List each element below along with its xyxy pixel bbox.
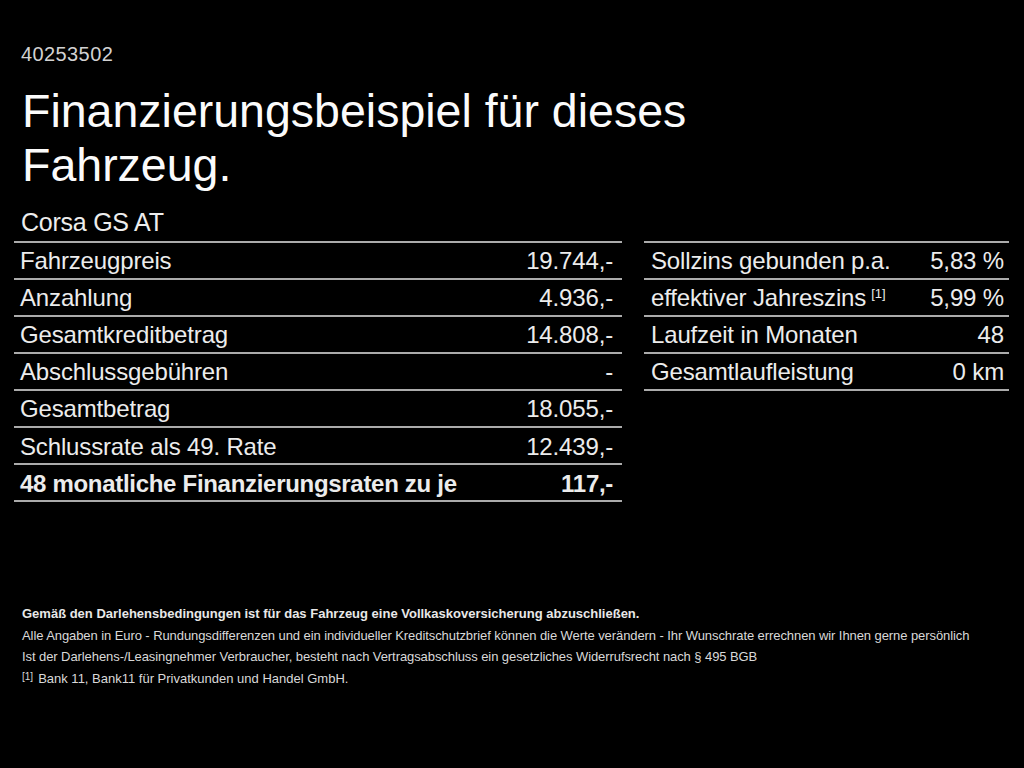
row-value: 5,99 % — [930, 284, 1009, 312]
table-row: Gesamtbetrag 18.055,- — [14, 389, 622, 426]
row-value: 117,- — [561, 470, 622, 498]
footer: Gemäß den Darlehensbedingungen ist für d… — [22, 603, 1017, 691]
row-value: 5,83 % — [930, 247, 1009, 275]
row-label: Anzahlung — [14, 284, 132, 312]
table-row: Laufzeit in Monaten 48 — [644, 315, 1009, 352]
footer-line2: Ist der Darlehens-/Leasingnehmer Verbrau… — [22, 646, 1017, 668]
row-label: Gesamtkreditbetrag — [14, 321, 228, 349]
page-title-line2: Fahrzeug. — [22, 138, 686, 192]
row-value: 18.055,- — [526, 395, 622, 423]
footnote-marker: [1] — [22, 671, 33, 682]
row-value: 19.744,- — [526, 247, 622, 275]
row-label: 48 monatliche Finanzierungsraten zu je — [14, 470, 457, 498]
table-row: Sollzins gebunden p.a. 5,83 % — [644, 241, 1009, 278]
page-title: Finanzierungsbeispiel für dieses Fahrzeu… — [22, 84, 686, 192]
financing-table-right: Sollzins gebunden p.a. 5,83 % effektiver J… — [644, 241, 1009, 391]
row-value: 4.936,- — [539, 284, 622, 312]
table-row: Gesamtkreditbetrag 14.808,- — [14, 315, 622, 352]
row-label: Laufzeit in Monaten — [644, 321, 858, 349]
footer-bold-note: Gemäß den Darlehensbedingungen ist für d… — [22, 603, 1017, 625]
row-value: 48 — [978, 321, 1009, 349]
vehicle-id: 40253502 — [21, 43, 113, 66]
table-row: effektiver Jahreszins[1] 5,99 % — [644, 278, 1009, 315]
row-label: Abschlussgebühren — [14, 358, 228, 386]
row-value: 0 km — [953, 358, 1009, 386]
table-row: 48 monatliche Finanzierungsraten zu je 11… — [14, 463, 622, 500]
row-label: Fahrzeugpreis — [14, 247, 171, 275]
table-row: Fahrzeugpreis 19.744,- — [14, 241, 622, 278]
footnote-text: Bank 11, Bank11 für Privatkunden und Han… — [38, 671, 348, 686]
row-label: Schlussrate als 49. Rate — [14, 433, 277, 461]
financing-table-left: Fahrzeugpreis 19.744,- Anzahlung 4.936,- Ges… — [14, 241, 622, 503]
table-row: Abschlussgebühren - — [14, 352, 622, 389]
row-value: 12.439,- — [526, 433, 622, 461]
row-label: effektiver Jahreszins[1] — [644, 284, 886, 312]
page-title-line1: Finanzierungsbeispiel für dieses — [22, 84, 686, 138]
row-label: Gesamtbetrag — [14, 395, 170, 423]
footnote-reference: [1] — [871, 286, 885, 301]
footer-footnote: [1] Bank 11, Bank11 für Privatkunden und … — [22, 668, 1017, 691]
table-row: Anzahlung 4.936,- — [14, 278, 622, 315]
row-label: Sollzins gebunden p.a. — [644, 247, 891, 275]
row-value: - — [605, 358, 622, 386]
row-label: Gesamtlaufleistung — [644, 358, 854, 386]
table-row: Gesamtlaufleistung 0 km — [644, 352, 1009, 389]
footer-line1: Alle Angaben in Euro - Rundungsdifferenz… — [22, 625, 1017, 647]
row-value: 14.808,- — [526, 321, 622, 349]
table-row: Schlussrate als 49. Rate 12.439,- — [14, 426, 622, 463]
model-name: Corsa GS AT — [21, 208, 164, 237]
